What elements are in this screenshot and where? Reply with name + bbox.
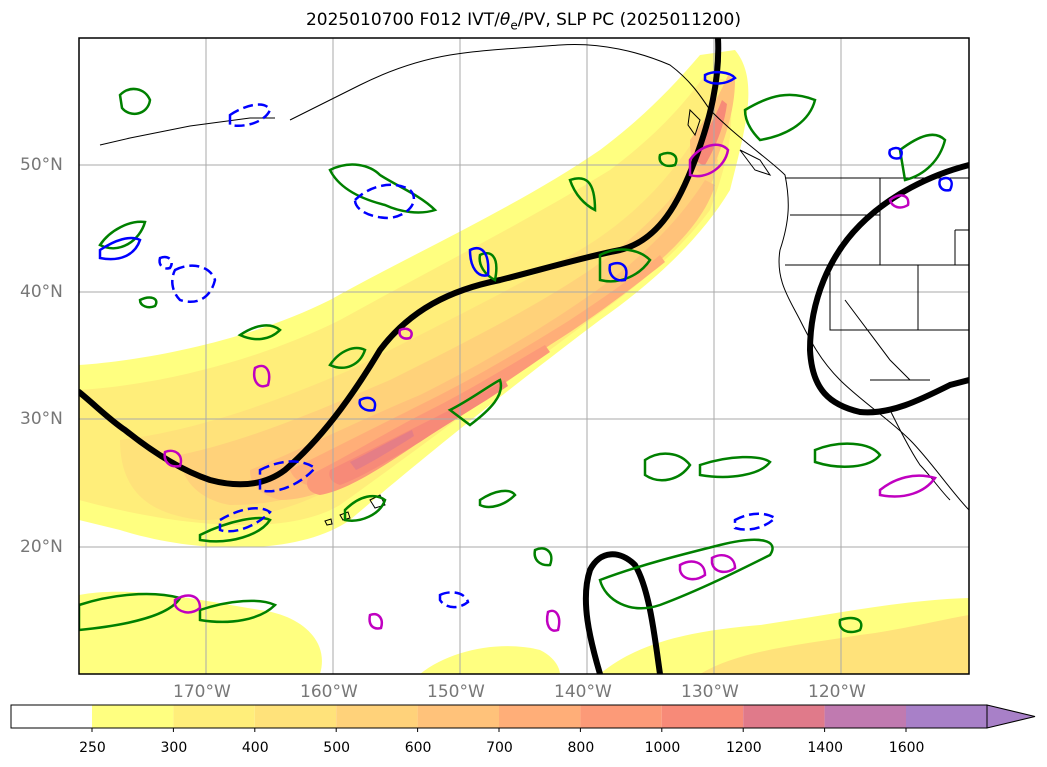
colorbar-segment-300 bbox=[173, 705, 255, 728]
lat-label-40n: 40°N bbox=[20, 282, 63, 302]
alaska-coastline bbox=[289, 43, 711, 121]
ivt-band-500 bbox=[180, 150, 718, 505]
slp-contour-south bbox=[582, 551, 663, 674]
colorbar-segment-1400 bbox=[824, 705, 906, 728]
colorbar-segment-600 bbox=[417, 705, 499, 728]
lon-label-140w: 140°W bbox=[554, 682, 612, 702]
ivt-band-250-southcenter bbox=[420, 646, 560, 674]
coastlines bbox=[99, 43, 969, 526]
colorbar-segment-250 bbox=[92, 705, 174, 728]
colorbar-tick-label-1200: 1200 bbox=[726, 740, 762, 756]
colorbar-tick-label-250: 250 bbox=[79, 740, 106, 756]
colorbar-segment-400 bbox=[254, 705, 337, 728]
lon-label-150w: 150°W bbox=[427, 682, 485, 702]
colorbar-tick-label-1400: 1400 bbox=[807, 740, 844, 756]
map-plot-area bbox=[79, 38, 969, 674]
haida-gwaii bbox=[687, 108, 701, 137]
ivt-band-300-southeast bbox=[700, 615, 969, 674]
vancouver-island bbox=[739, 149, 772, 176]
hawaii-island-kauai bbox=[324, 518, 333, 526]
aleutian-islands bbox=[99, 117, 275, 146]
ivt-band-1200 bbox=[350, 430, 414, 470]
colorbar bbox=[11, 705, 987, 732]
lon-label-130w: 130°W bbox=[681, 682, 739, 702]
colorbar-tick-label-500: 500 bbox=[323, 740, 351, 756]
na-west-coast bbox=[709, 109, 969, 511]
colorbar-tick-label-1600: 1600 bbox=[888, 740, 925, 756]
pv-positive-contours bbox=[163, 143, 938, 632]
lon-label-160w: 160°W bbox=[300, 682, 358, 702]
map-title: 2025010700 F012 IVT/θe/PV, SLP PC (20250… bbox=[305, 10, 742, 33]
colorbar-segment-800 bbox=[580, 705, 662, 728]
colorbar-segment-under bbox=[11, 705, 92, 728]
colorbar-segment-700 bbox=[499, 705, 581, 728]
colorbar-segment-1200 bbox=[743, 705, 825, 728]
baja-california bbox=[889, 409, 951, 501]
lon-label-170w: 170°W bbox=[173, 682, 231, 702]
colorbar-tick-label-800: 800 bbox=[567, 740, 595, 756]
lat-label-50n: 50°N bbox=[20, 155, 63, 175]
colorbar-tick-label-300: 300 bbox=[160, 740, 188, 756]
ivt-band-250-south bbox=[79, 591, 322, 674]
map-frame bbox=[78, 37, 970, 675]
colorbar-segment-1600 bbox=[906, 705, 987, 728]
colorbar-tick-label-400: 400 bbox=[241, 740, 269, 756]
colorbar-segment-1000 bbox=[661, 705, 744, 728]
lat-label-30n: 30°N bbox=[20, 409, 63, 429]
colorbar-tick-label-600: 600 bbox=[404, 740, 432, 756]
lon-label-120w: 120°W bbox=[808, 682, 866, 702]
lat-label-20n: 20°N bbox=[20, 537, 63, 557]
ivt-filled-contours bbox=[79, 50, 969, 674]
pv-negative-contours bbox=[98, 70, 953, 609]
ivt-band-400 bbox=[120, 130, 720, 520]
colorbar-extend-arrow bbox=[986, 704, 1036, 729]
colorbar-tick-label-700: 700 bbox=[486, 740, 513, 756]
political-borders bbox=[785, 177, 969, 381]
colorbar-segment-500 bbox=[336, 705, 418, 728]
ivt-band-600 bbox=[250, 180, 715, 500]
ivt-band-700 bbox=[290, 255, 665, 487]
colorbar-tick-label-1000: 1000 bbox=[644, 740, 681, 756]
